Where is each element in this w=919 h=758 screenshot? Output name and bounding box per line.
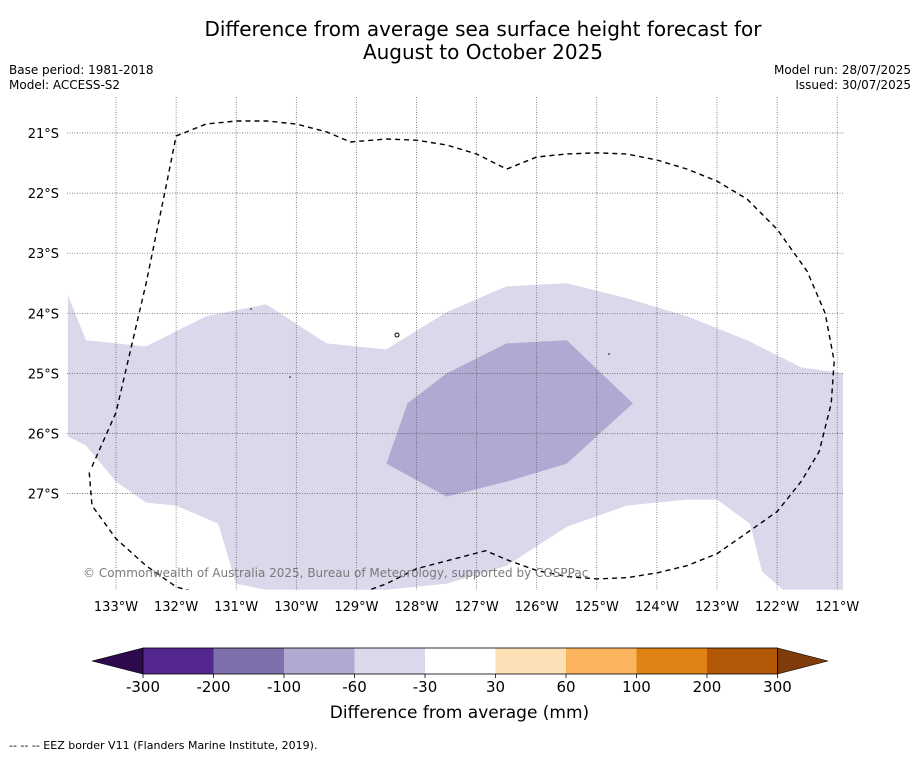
- y-axis-ticks: 21°S 22°S 23°S 24°S 25°S 26°S 27°S: [28, 127, 59, 503]
- colorbar-tick-label: -60: [342, 678, 367, 696]
- y-tick-label: 24°S: [28, 307, 59, 322]
- base-info: Base period: 1981-2018 Model: ACCESS-S2: [9, 63, 154, 93]
- colorbar-tick-label: 60: [556, 678, 575, 696]
- x-tick-label: 128°W: [394, 600, 438, 615]
- colorbar-label: Difference from average (mm): [329, 703, 590, 723]
- x-tick-label: 122°W: [755, 600, 799, 615]
- eez-footnote: -- -- -- EEZ border V11 (Flanders Marine…: [9, 739, 318, 752]
- eez-border-line: [88, 120, 835, 590]
- colorbar-swatch--300_-200: [143, 648, 214, 674]
- colorbar-tick-label: 100: [622, 678, 651, 696]
- island-marker: [250, 308, 252, 310]
- x-tick-label: 131°W: [214, 600, 258, 615]
- y-tick-label: 21°S: [28, 127, 59, 142]
- island-marker: [608, 353, 610, 355]
- colorbar-tick-label: -100: [267, 678, 301, 696]
- y-tick-label: 26°S: [28, 428, 59, 443]
- island-marker: [394, 332, 400, 338]
- colorbar-outline: [142, 647, 778, 675]
- model-name: Model: ACCESS-S2: [9, 78, 121, 92]
- colorbar-swatch-30_60: [495, 648, 566, 674]
- x-tick-label: 132°W: [154, 600, 198, 615]
- title-line-1: Difference from average sea surface heig…: [204, 17, 762, 41]
- x-tick-label: 127°W: [455, 600, 499, 615]
- colorbar-tick-label: -30: [413, 678, 438, 696]
- colorbar-swatch-200_300: [707, 648, 778, 674]
- y-tick-label: 22°S: [28, 187, 59, 202]
- x-tick-label: 123°W: [695, 600, 739, 615]
- colorbar-swatch--100_-60: [284, 648, 355, 674]
- island-marker: [289, 376, 291, 378]
- x-tick-label: 121°W: [815, 600, 859, 615]
- x-axis-ticks: 133°W 132°W 131°W 130°W 129°W 128°W 127°W 126°W…: [94, 600, 860, 615]
- anomaly-region--100_-60: [386, 340, 633, 497]
- colorbar-tick-label: -200: [196, 678, 230, 696]
- y-tick-label: 27°S: [28, 488, 59, 503]
- x-tick-label: 126°W: [515, 600, 559, 615]
- anomaly-regions: [67, 283, 843, 590]
- colorbar-swatch-100_200: [636, 648, 707, 674]
- colorbar-tick-label: 30: [486, 678, 505, 696]
- y-tick-label: 23°S: [28, 247, 59, 262]
- x-tick-label: 124°W: [635, 600, 679, 615]
- run-info: Model run: 28/07/2025 Issued: 30/07/2025: [774, 63, 911, 93]
- eez-border: [88, 120, 835, 590]
- y-tick-label: 25°S: [28, 367, 59, 382]
- issued-date: Issued: 30/07/2025: [795, 78, 911, 92]
- colorbar-extend-high: [777, 647, 829, 675]
- x-tick-label: 130°W: [274, 600, 318, 615]
- x-tick-label: 133°W: [94, 600, 138, 615]
- colorbar-extend-low: [91, 647, 144, 675]
- copyright-watermark: © Commonwealth of Australia 2025, Bureau…: [83, 566, 588, 580]
- colorbar-swatch--60_-30: [354, 648, 425, 674]
- colorbar-swatch--200_-100: [213, 648, 284, 674]
- model-run-date: Model run: 28/07/2025: [773, 63, 911, 77]
- colorbar-tick-label: 300: [763, 678, 792, 696]
- chart-title: Difference from average sea surface heig…: [0, 18, 919, 64]
- colorbar-swatch-60_100: [566, 648, 637, 674]
- island-markers: [250, 308, 610, 378]
- title-line-2: August to October 2025: [362, 40, 604, 64]
- colorbar: -300 -200 -100 -60 -30 30 60 100 200 300: [91, 647, 829, 696]
- x-tick-label: 129°W: [334, 600, 378, 615]
- base-period: Base period: 1981-2018: [9, 63, 154, 77]
- colorbar-tick-label: -300: [126, 678, 160, 696]
- colorbar-tick-label: 200: [693, 678, 722, 696]
- graticule: [67, 97, 843, 590]
- x-tick-label: 125°W: [575, 600, 619, 615]
- colorbar-swatch--30_30: [425, 648, 496, 674]
